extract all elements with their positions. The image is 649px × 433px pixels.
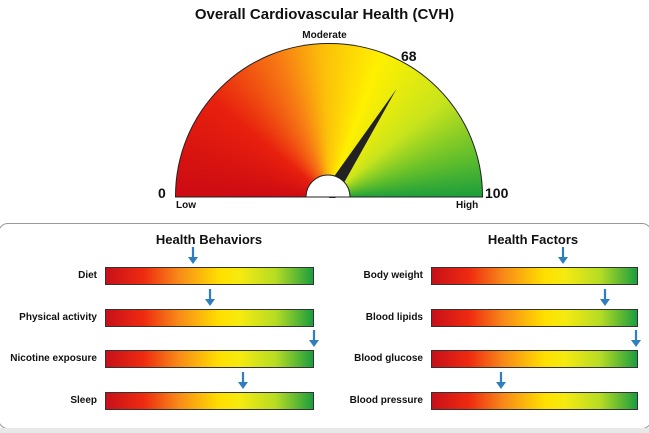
behavior-arrow-marker [237, 372, 248, 389]
gauge-hub [305, 174, 351, 198]
cvh-gauge [175, 43, 483, 198]
factor-bar [431, 309, 638, 327]
factor-arrow-marker [558, 247, 569, 264]
factor-bar [431, 267, 638, 285]
factor-label: Blood lipids [365, 312, 423, 323]
behavior-label: Physical activity [19, 312, 97, 323]
gauge-value-label: 68 [401, 48, 417, 64]
gauge-high-label: High [456, 200, 479, 211]
behavior-label: Diet [78, 270, 97, 281]
gauge-low-label: Low [176, 200, 196, 211]
factor-label: Blood glucose [354, 353, 423, 364]
factors-heading: Health Factors [487, 232, 579, 247]
factor-arrow-marker [496, 372, 507, 389]
bottom-strip [0, 428, 649, 433]
behavior-arrow-marker [204, 289, 215, 306]
factor-arrow-marker [630, 330, 641, 347]
gauge-needle [322, 88, 397, 198]
behavior-label: Nicotine exposure [10, 353, 97, 364]
behavior-bar [105, 350, 314, 368]
gauge-max-label: 100 [485, 185, 509, 201]
behavior-bar [105, 267, 314, 285]
behavior-arrow-marker [187, 247, 198, 264]
behavior-bar [105, 309, 314, 327]
factor-arrow-marker [599, 289, 610, 306]
gauge-arc [175, 43, 483, 197]
factor-bar [431, 392, 638, 410]
factor-label: Blood pressure [349, 395, 423, 406]
gauge-mid-label: Moderate [302, 30, 347, 41]
behavior-label: Sleep [70, 395, 97, 406]
behavior-arrow-marker [309, 330, 319, 347]
behavior-bar [105, 392, 314, 410]
behaviors-heading: Health Behaviors [155, 232, 263, 247]
chart-title: Overall Cardiovascular Health (CVH) [194, 6, 455, 23]
gauge-min-label: 0 [158, 185, 166, 201]
factor-bar [431, 350, 638, 368]
factor-label: Body weight [363, 270, 423, 281]
